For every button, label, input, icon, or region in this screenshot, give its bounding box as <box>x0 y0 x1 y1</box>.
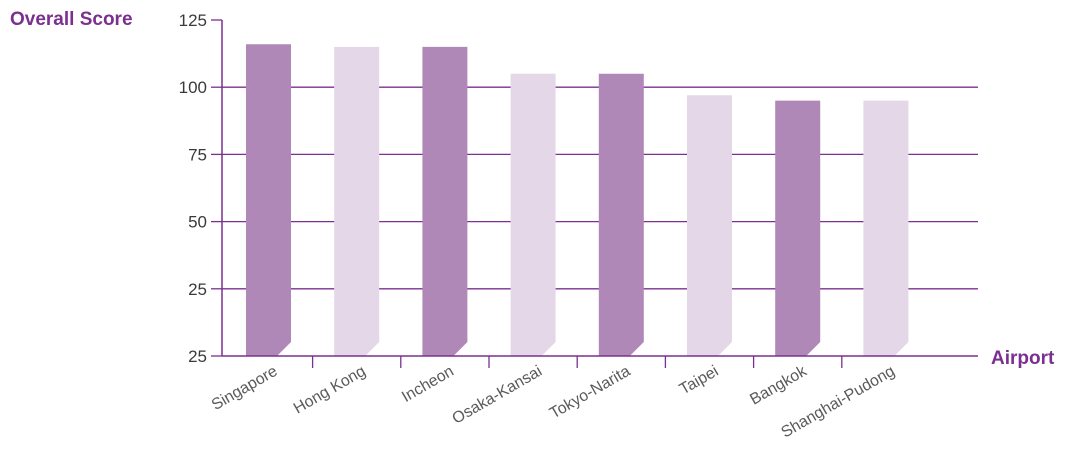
bar <box>422 46 468 356</box>
x-axis-title: Airport <box>991 348 1055 369</box>
bar <box>598 73 644 356</box>
y-tick-label: 125 <box>179 11 207 30</box>
x-tick-label: Incheon <box>399 363 457 406</box>
y-axis-title: Overall Score <box>10 9 133 30</box>
y-tick-labels: 25 25 50 75 100 125 <box>179 11 207 366</box>
y-tick-label: 100 <box>179 78 207 97</box>
axes <box>211 19 978 368</box>
bar <box>334 46 380 356</box>
y-tick-label: 50 <box>188 213 207 232</box>
y-tick-label: 75 <box>188 145 207 164</box>
bar <box>863 100 909 356</box>
bar <box>246 44 291 356</box>
x-tick-label: Osaka-Kansai <box>450 363 546 428</box>
y-tick-label: 25 <box>188 347 207 366</box>
bar <box>510 73 556 356</box>
bar <box>775 100 821 356</box>
x-tick-label: Tokyo-Narita <box>547 363 633 423</box>
y-tick-label: 25 <box>188 280 207 299</box>
x-tick-label: Singapore <box>209 363 281 414</box>
bars <box>246 44 909 356</box>
bar <box>687 95 732 356</box>
x-tick-label: Bangkok <box>747 362 810 408</box>
x-tick-label: Taipei <box>677 363 722 399</box>
x-tick-label: Hong Kong <box>291 363 369 418</box>
